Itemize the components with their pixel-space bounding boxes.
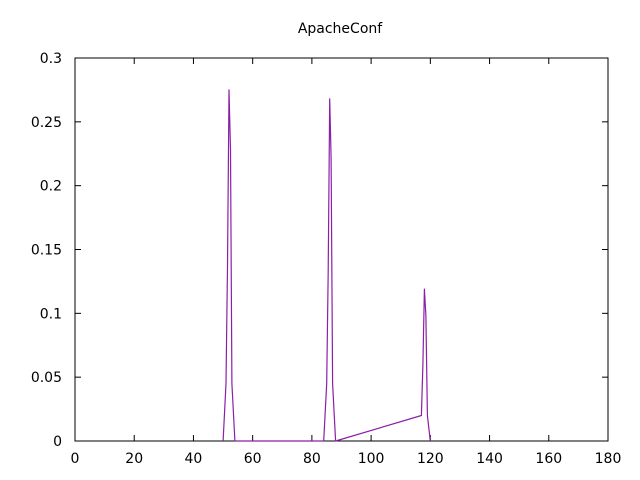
plot-frame [74, 57, 609, 442]
axes: 0 20 40 60 80 100 120 140 160 180 0 0.05 0.1 0.15 0.2 0… [31, 51, 622, 467]
y-tick-label: 0.05 [31, 370, 62, 386]
x-tick-label: 80 [303, 451, 321, 467]
y-tick-label: 0.3 [40, 51, 62, 67]
y-tick-label: 0.1 [40, 306, 62, 322]
x-tick-label: 100 [358, 451, 385, 467]
x-tick-label: 180 [595, 451, 622, 467]
x-tick-label: 0 [71, 451, 80, 467]
x-tick-label: 140 [476, 451, 503, 467]
y-tick-label: 0 [53, 434, 62, 450]
series-line [222, 89, 431, 442]
x-tick-label: 160 [535, 451, 562, 467]
x-tick-label: 20 [125, 451, 143, 467]
y-tick-label: 0.25 [31, 115, 62, 131]
y-tick-label: 0.2 [40, 179, 62, 195]
series-layer [222, 89, 431, 442]
x-tick-label: 40 [185, 451, 203, 467]
x-tick-label: 60 [244, 451, 262, 467]
x-tick-label: 120 [417, 451, 444, 467]
chart-title: ApacheConf [298, 21, 383, 37]
y-tick-label: 0.15 [31, 243, 62, 259]
